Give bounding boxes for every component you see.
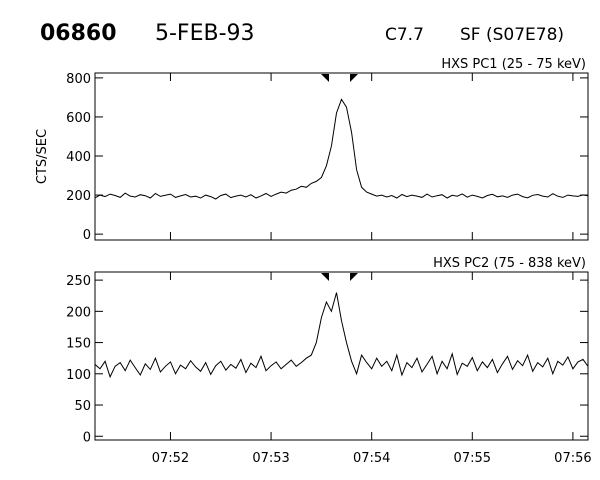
y-axis-label: CTS/SEC [35, 129, 50, 184]
interval-marker [350, 74, 358, 82]
panel-title: HXS PC2 (75 - 838 keV) [433, 256, 586, 271]
y-tick-label: 150 [66, 337, 91, 352]
y-tick-label: 100 [66, 368, 91, 383]
interval-marker [321, 74, 329, 82]
y-tick-label: 200 [66, 305, 91, 320]
plot-frame [94, 271, 589, 441]
y-tick-label: 50 [74, 399, 91, 414]
y-tick-label: 600 [66, 111, 91, 126]
data-line [95, 98, 588, 200]
y-tick-label: 250 [66, 274, 91, 289]
x-tick-label: 07:56 [554, 451, 591, 466]
y-tick-label: 0 [83, 430, 91, 445]
event-date: 5-FEB-93 [155, 21, 255, 46]
plot-frame [94, 72, 589, 241]
y-tick-label: 800 [66, 72, 91, 87]
x-tick-label: 07:54 [353, 451, 390, 466]
panel-title: HXS PC1 (25 - 75 keV) [441, 57, 586, 72]
y-tick-label: 200 [66, 189, 91, 204]
y-tick-label: 0 [83, 228, 91, 243]
interval-marker [350, 273, 358, 281]
interval-marker [321, 273, 329, 281]
y-tick-label: 400 [66, 150, 91, 165]
x-tick-label: 07:55 [454, 451, 491, 466]
x-tick-label: 07:52 [152, 451, 189, 466]
flare-class: C7.7 [385, 25, 424, 45]
data-line [95, 292, 588, 379]
flare-location: SF (S07E78) [460, 25, 564, 45]
event-id: 06860 [40, 21, 117, 46]
x-tick-label: 07:53 [252, 451, 289, 466]
